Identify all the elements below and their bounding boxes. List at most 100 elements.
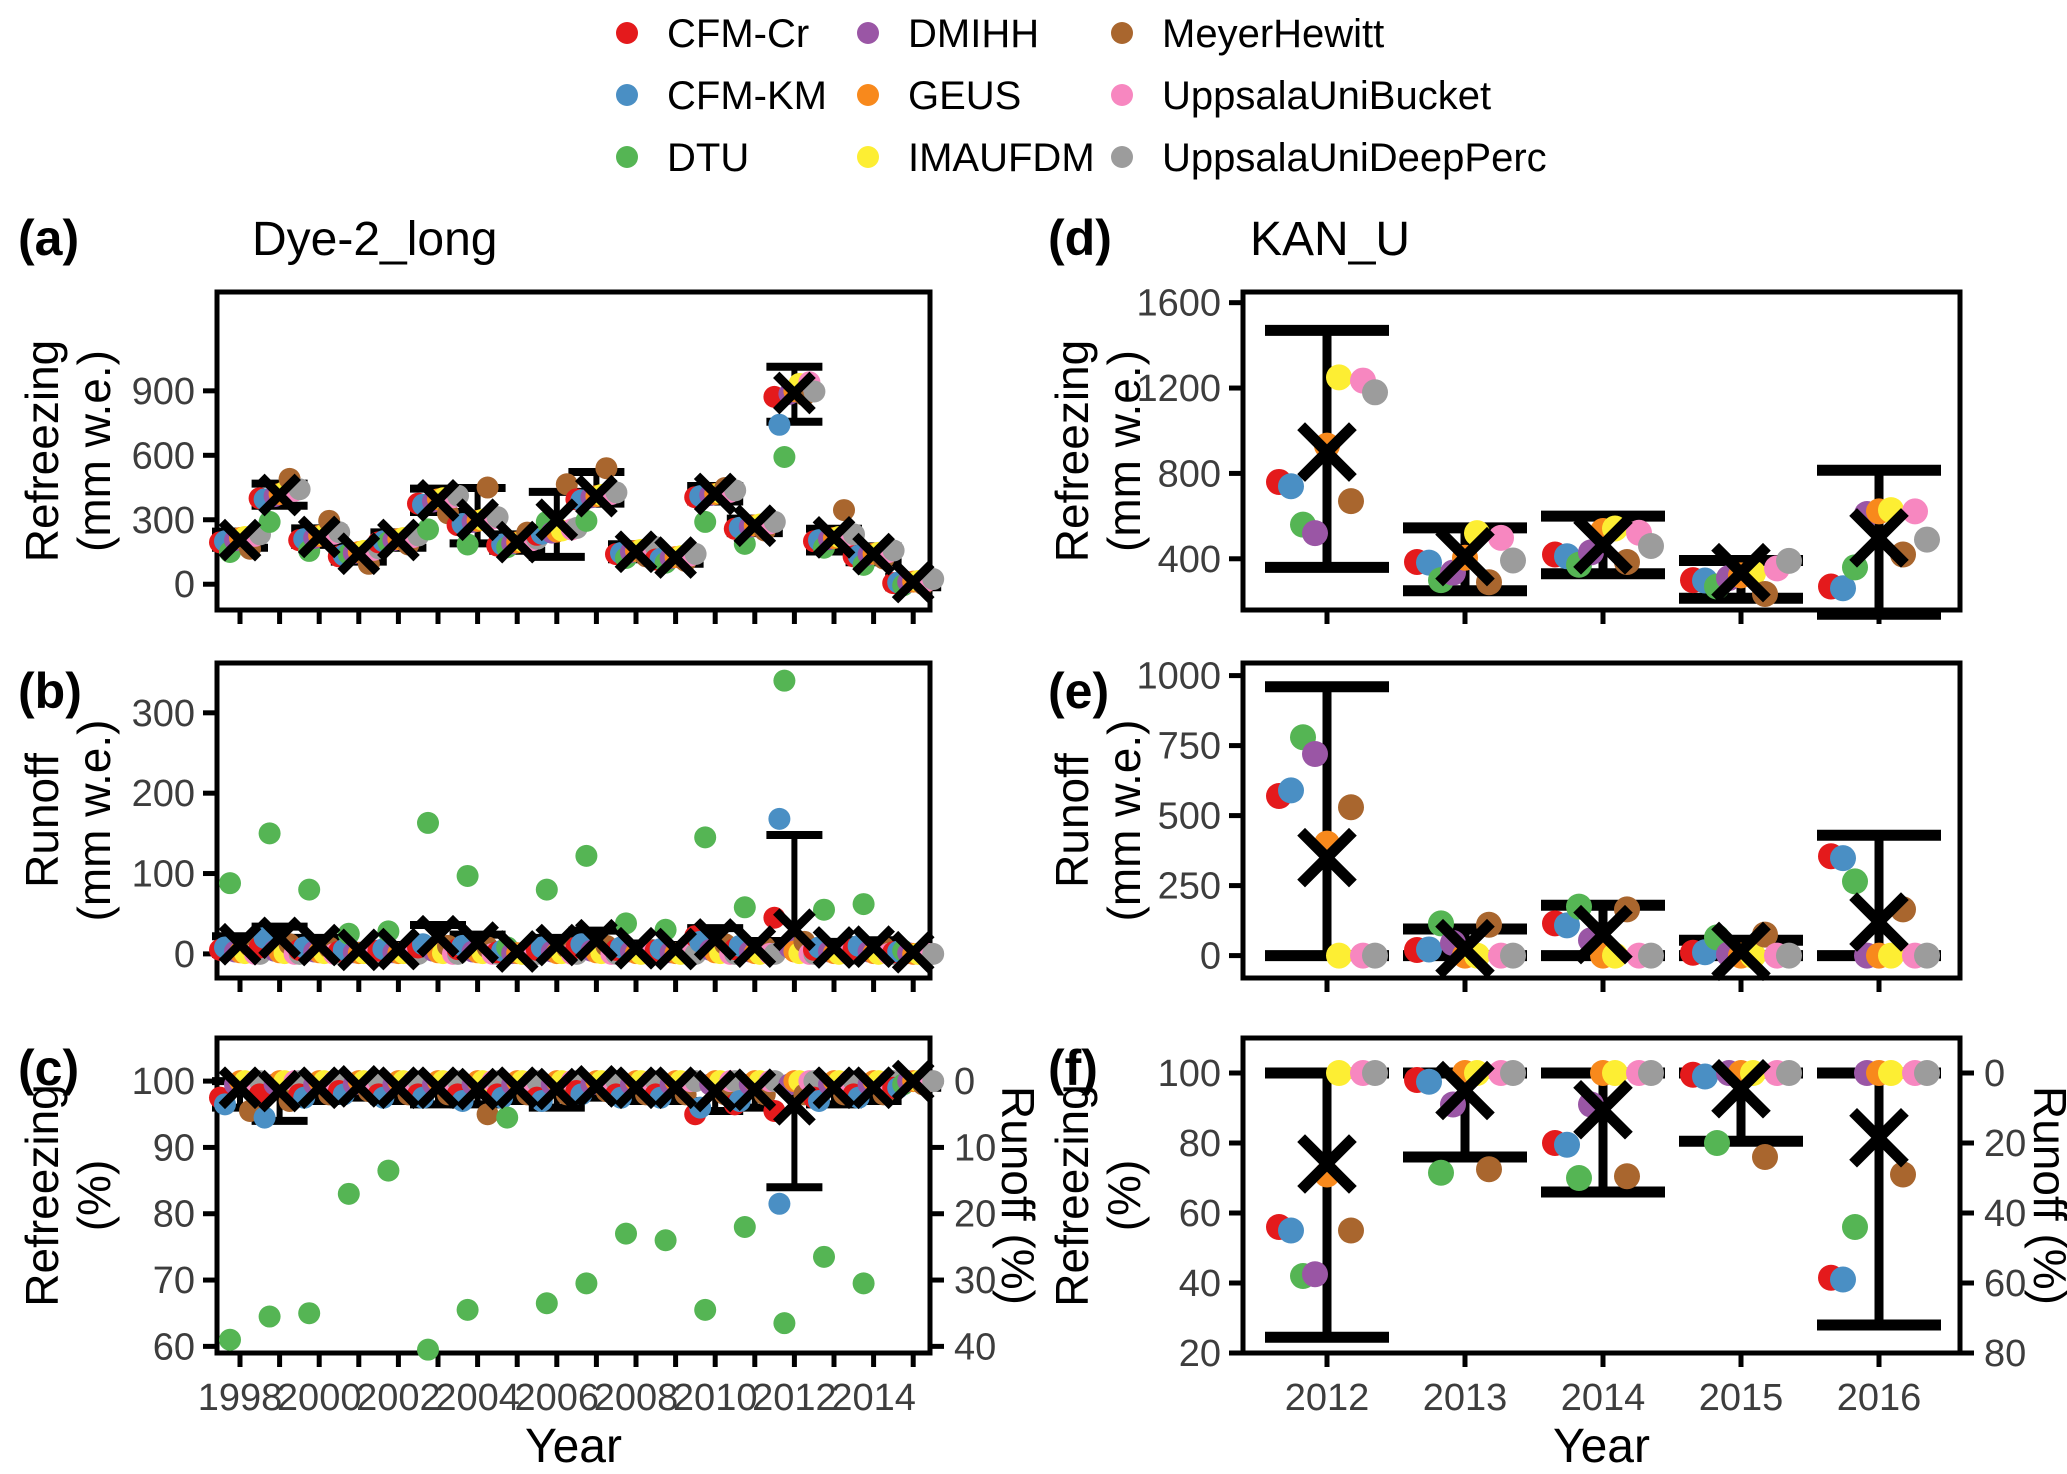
mean-x-marker-b-2004 bbox=[456, 921, 499, 965]
mean-x-marker-c-2000 bbox=[297, 1066, 341, 1110]
errorbar-f-2012 bbox=[1265, 1067, 1389, 1343]
dot-DTU bbox=[219, 872, 241, 895]
xtick-label: 2012 bbox=[752, 1377, 837, 1419]
mean-x-marker-b-2001 bbox=[337, 928, 381, 972]
dot-DTU bbox=[535, 878, 558, 901]
mean-x-marker-f-2013 bbox=[1435, 1060, 1495, 1121]
mean-x-marker-c-2002 bbox=[377, 1066, 420, 1110]
right-ytick-label: 60 bbox=[1984, 1263, 2026, 1305]
mean-x-marker-e-2012 bbox=[1297, 827, 1357, 888]
dot-DTU bbox=[298, 878, 321, 901]
dots-f-2014 bbox=[1542, 1060, 1664, 1191]
dot-CFM-KM bbox=[1416, 936, 1442, 963]
mean-x-marker-a-2012 bbox=[773, 371, 816, 415]
dot-CFM-KM bbox=[1278, 777, 1304, 804]
dot-IMAUFDM bbox=[1326, 364, 1352, 391]
mean-x-marker-b-2003 bbox=[416, 914, 460, 958]
dot-UppsalaUniDeepPerc bbox=[1362, 942, 1388, 969]
ytick-label: 0 bbox=[1200, 936, 1221, 978]
ytick-label: 60 bbox=[153, 1326, 195, 1368]
dot-DTU bbox=[456, 864, 479, 887]
ytick-label: 750 bbox=[1158, 726, 1221, 768]
mean-x-marker-d-2015 bbox=[1711, 542, 1771, 603]
legend-item-GEUS: GEUS bbox=[857, 74, 1021, 118]
dot-IMAUFDM bbox=[1878, 1060, 1904, 1086]
panel-f: 20 40 60 80 100 0 20 40 60 80 2012 2013 2014 2015 2016… bbox=[1046, 1035, 2067, 1473]
dot-UppsalaUniDeepPerc bbox=[1362, 1060, 1388, 1086]
dot-UppsalaUniDeepPerc bbox=[1500, 1060, 1526, 1086]
legend-item-UppsalaUniBucket: UppsalaUniBucket bbox=[1111, 74, 1491, 118]
dot-UppsalaUniDeepPerc bbox=[1500, 547, 1526, 574]
dot-MeyerHewitt bbox=[1338, 1217, 1364, 1244]
legend-item-MeyerHewitt: MeyerHewitt bbox=[1111, 12, 1384, 56]
right-ytick-label: 80 bbox=[1984, 1333, 2026, 1375]
mean-x-marker-c-2012 bbox=[773, 1082, 816, 1126]
y-axis-units-e: (mm w.e.) bbox=[1098, 720, 1150, 922]
legend-dot-IMAUFDM bbox=[857, 146, 879, 168]
dot-DTU bbox=[377, 1159, 400, 1182]
panel-letter-b: (b) bbox=[18, 663, 82, 719]
panel-a: 0 300 600 900 (a) Dye-2_long Refreezing (mm w.e… bbox=[16, 210, 945, 624]
dots-c-2012 bbox=[763, 1070, 826, 1335]
dot-DTU bbox=[417, 811, 439, 834]
ytick-label: 100 bbox=[132, 854, 195, 896]
mean-x-marker-b-2002 bbox=[377, 927, 420, 971]
dot-MeyerHewitt bbox=[1752, 1144, 1778, 1170]
y-axis-units-c: (%) bbox=[68, 1160, 120, 1232]
dot-UppsalaUniDeepPerc bbox=[1638, 532, 1664, 559]
mean-x-marker-e-2013 bbox=[1435, 918, 1495, 979]
ytick-label: 100 bbox=[132, 1061, 195, 1103]
ytick-label: 400 bbox=[1158, 539, 1221, 581]
ytick-label: 300 bbox=[132, 693, 195, 735]
right-ytick-label: 40 bbox=[954, 1326, 996, 1368]
mean-x-marker-a-2008 bbox=[614, 530, 658, 574]
mean-x-marker-a-2006 bbox=[535, 498, 579, 542]
dot-DTU bbox=[733, 896, 756, 919]
ytick-label: 1200 bbox=[1136, 368, 1221, 410]
mean-x-marker-a-2014 bbox=[852, 532, 895, 576]
panel-letter-f: (f) bbox=[1048, 1040, 1098, 1096]
dot-CFM-KM bbox=[1554, 1131, 1580, 1158]
y-axis-units-a: (mm w.e.) bbox=[68, 350, 120, 552]
right-ytick-label: 0 bbox=[954, 1061, 975, 1103]
mean-x-marker-c-2009 bbox=[654, 1066, 697, 1110]
dot-UppsalaUniDeepPerc bbox=[1638, 1060, 1664, 1086]
y-axis-title-a: Refreezing bbox=[16, 340, 68, 562]
right-ytick-label: 0 bbox=[1984, 1053, 2005, 1095]
dot-DMIHH bbox=[1302, 1261, 1328, 1288]
ytick-label: 0 bbox=[174, 934, 195, 976]
dots-e-2013 bbox=[1404, 910, 1526, 969]
legend-item-DTU: DTU bbox=[616, 136, 749, 180]
mean-x-marker-a-2004 bbox=[456, 498, 499, 542]
mean-x-marker-a-2013 bbox=[812, 516, 856, 559]
ytick-label: 0 bbox=[174, 564, 195, 606]
mean-x-marker-a-2002 bbox=[377, 518, 420, 562]
right-ytick-label: 30 bbox=[954, 1260, 996, 1302]
mean-x-marker-e-2015 bbox=[1711, 921, 1771, 982]
dot-UppsalaUniDeepPerc bbox=[1776, 942, 1802, 969]
mean-x-marker-b-2011 bbox=[733, 925, 777, 969]
dot-CFM-KM bbox=[1416, 1068, 1442, 1095]
mean-x-marker-f-2014 bbox=[1573, 1079, 1633, 1140]
dot-MeyerHewitt bbox=[1614, 1163, 1640, 1190]
mean-x-marker-d-2014 bbox=[1573, 515, 1633, 575]
xtick-label: 2008 bbox=[594, 1377, 679, 1419]
right-axis-title-f: Runoff (%) bbox=[2024, 1086, 2067, 1305]
legend-item-CFM-KM: CFM-KM bbox=[616, 74, 827, 118]
dots-e-2012 bbox=[1266, 724, 1388, 969]
dot-CFM-KM bbox=[1278, 1217, 1304, 1244]
dot-MeyerHewitt bbox=[1476, 1156, 1502, 1183]
dot-DTU bbox=[694, 826, 717, 849]
ytick-label: 60 bbox=[1179, 1193, 1221, 1235]
y-axis-title-f: Refreezing bbox=[1046, 1084, 1098, 1306]
panel-e: 0 250 500 750 1000 (e) Runoff (mm w.e.) bbox=[1046, 656, 1963, 992]
mean-x-marker-b-2005 bbox=[495, 930, 539, 973]
mean-x-marker-a-1998 bbox=[218, 518, 262, 562]
dot-DTU bbox=[417, 1338, 439, 1361]
x-axis-title-c: Year bbox=[525, 1420, 622, 1473]
dot-UppsalaUniDeepPerc bbox=[803, 380, 826, 403]
legend-label: DTU bbox=[667, 136, 749, 180]
xtick-label: 2006 bbox=[515, 1377, 600, 1419]
